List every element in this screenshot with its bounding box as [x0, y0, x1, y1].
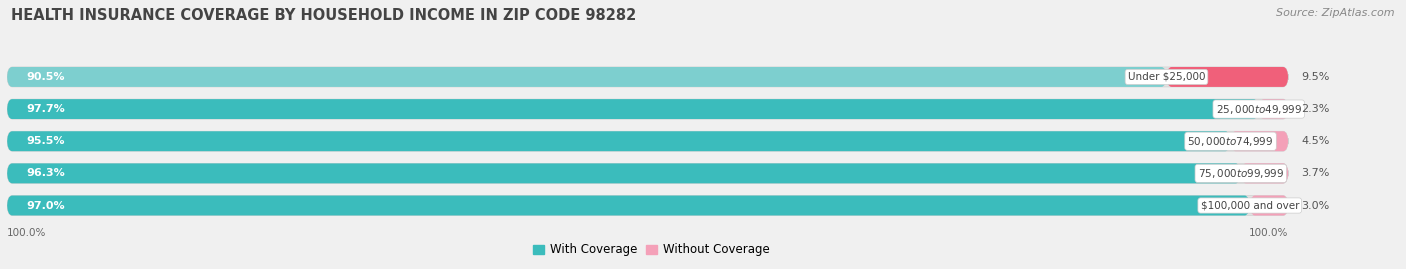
Text: $50,000 to $74,999: $50,000 to $74,999: [1188, 135, 1274, 148]
Text: 4.5%: 4.5%: [1301, 136, 1330, 146]
Text: HEALTH INSURANCE COVERAGE BY HOUSEHOLD INCOME IN ZIP CODE 98282: HEALTH INSURANCE COVERAGE BY HOUSEHOLD I…: [11, 8, 637, 23]
Text: 3.0%: 3.0%: [1301, 200, 1329, 211]
FancyBboxPatch shape: [7, 67, 1167, 87]
Text: 9.5%: 9.5%: [1301, 72, 1330, 82]
FancyBboxPatch shape: [7, 99, 1288, 119]
FancyBboxPatch shape: [7, 196, 1288, 215]
FancyBboxPatch shape: [7, 67, 1288, 87]
FancyBboxPatch shape: [1250, 196, 1288, 215]
Text: $75,000 to $99,999: $75,000 to $99,999: [1198, 167, 1284, 180]
FancyBboxPatch shape: [7, 131, 1288, 151]
Text: 95.5%: 95.5%: [27, 136, 65, 146]
FancyBboxPatch shape: [1240, 163, 1288, 183]
FancyBboxPatch shape: [7, 131, 1230, 151]
Text: 90.5%: 90.5%: [27, 72, 65, 82]
Text: 100.0%: 100.0%: [1249, 228, 1288, 238]
FancyBboxPatch shape: [7, 99, 1258, 119]
Text: 100.0%: 100.0%: [7, 228, 46, 238]
Text: 2.3%: 2.3%: [1301, 104, 1330, 114]
Text: $25,000 to $49,999: $25,000 to $49,999: [1216, 102, 1302, 116]
FancyBboxPatch shape: [1167, 67, 1288, 87]
FancyBboxPatch shape: [1258, 99, 1288, 119]
Text: 96.3%: 96.3%: [27, 168, 65, 178]
FancyBboxPatch shape: [7, 163, 1288, 183]
Text: Source: ZipAtlas.com: Source: ZipAtlas.com: [1277, 8, 1395, 18]
FancyBboxPatch shape: [7, 163, 1240, 183]
Text: $100,000 and over: $100,000 and over: [1201, 200, 1299, 211]
Text: Under $25,000: Under $25,000: [1128, 72, 1205, 82]
FancyBboxPatch shape: [7, 196, 1250, 215]
Text: 3.7%: 3.7%: [1301, 168, 1330, 178]
Legend: With Coverage, Without Coverage: With Coverage, Without Coverage: [529, 239, 775, 261]
FancyBboxPatch shape: [1230, 131, 1288, 151]
Text: 97.7%: 97.7%: [27, 104, 65, 114]
Text: 97.0%: 97.0%: [27, 200, 65, 211]
